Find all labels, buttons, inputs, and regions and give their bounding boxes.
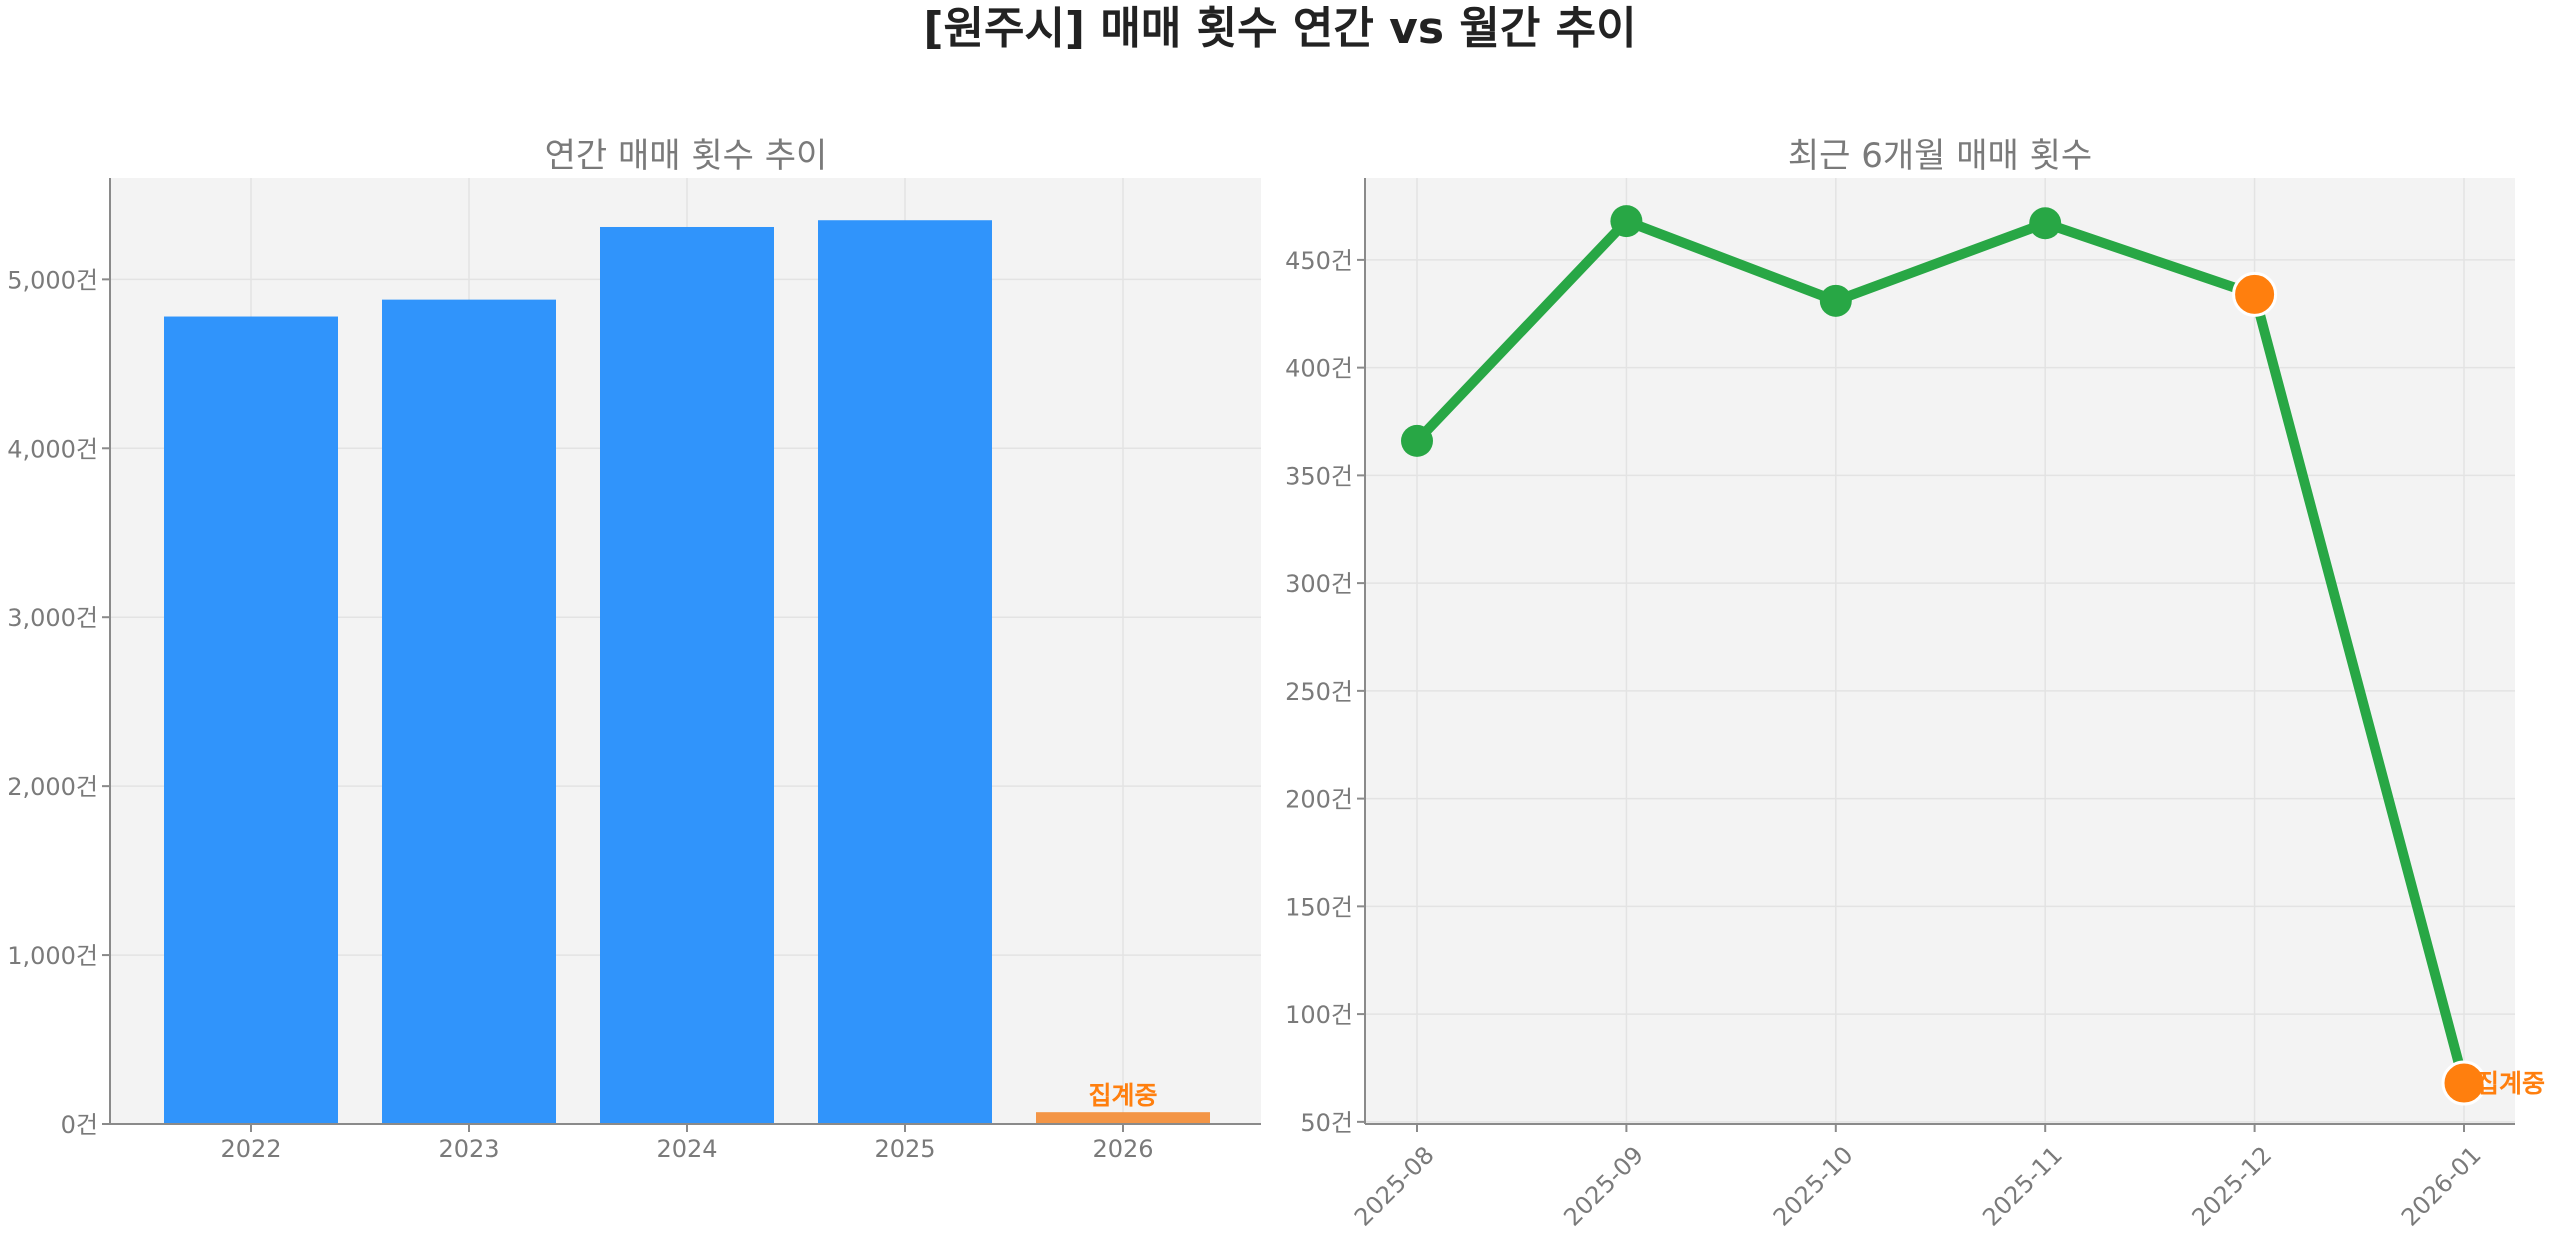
annual-x-tick-label: 2026 — [1092, 1135, 1153, 1163]
annual-bars — [164, 220, 1210, 1125]
figure-title: [원주시] 매매 횟수 연간 vs 월간 추이 — [923, 3, 1636, 54]
monthly-y-tick-label: 400건 — [1285, 355, 1353, 383]
annual-y-ticks: 0건 1,000건 2,000건 3,000건 4,000건 5,000건 — [7, 266, 110, 1139]
annual-y-tick-label: 5,000건 — [7, 266, 98, 294]
monthly-y-tick-label: 50건 — [1300, 1109, 1353, 1137]
monthly-y-tick-label: 100건 — [1285, 1001, 1353, 1029]
annual-bar-2025 — [818, 220, 992, 1124]
annual-y-tick-label: 2,000건 — [7, 773, 98, 801]
annual-y-tick-label: 0건 — [61, 1111, 98, 1139]
annual-bar-2023 — [382, 299, 556, 1125]
monthly-series-line — [1412, 216, 2469, 1089]
monthly-x-tick-label: 2025-12 — [2187, 1141, 2278, 1232]
annual-bar-2022 — [164, 316, 338, 1124]
annual-x-tick-label: 2024 — [656, 1135, 717, 1163]
monthly-y-ticks: 50건 100건 150건 200건 250건 300건 350건 400건 450건 — [1285, 247, 1365, 1137]
monthly-x-tick-label: 2025-11 — [1977, 1141, 2068, 1232]
monthly-in-progress-label: 집계중 — [2476, 1069, 2545, 1098]
monthly-gridlines — [1365, 178, 2515, 1124]
annual-x-tick-label: 2025 — [874, 1135, 935, 1163]
annual-bar-2026 — [1036, 1112, 1210, 1124]
monthly-point-2025-12 — [2232, 271, 2278, 317]
monthly-x-ticks: 2025-08 2025-09 2025-10 2025-11 2025-12 2026-… — [1349, 1124, 2487, 1232]
monthly-y-tick-label: 150건 — [1285, 893, 1353, 921]
annual-bar-2024 — [600, 226, 774, 1125]
annual-y-tick-label: 1,000건 — [7, 942, 98, 970]
annual-y-tick-label: 3,000건 — [7, 604, 98, 632]
monthly-y-tick-label: 250건 — [1285, 678, 1353, 706]
monthly-series — [1401, 205, 2487, 1106]
monthly-point-2025-09 — [1610, 205, 1643, 238]
annual-x-tick-label: 2023 — [438, 1135, 499, 1163]
annual-x-tick-label: 2022 — [220, 1135, 281, 1163]
monthly-chart-title: 최근 6개월 매매 횟수 — [1788, 136, 2092, 176]
monthly-point-2025-11 — [2029, 207, 2062, 240]
annual-x-ticks: 2022 2023 2024 2025 2026 — [220, 1124, 1154, 1163]
monthly-y-tick-label: 450건 — [1285, 247, 1353, 275]
monthly-plot-area — [1365, 178, 2515, 1124]
annual-chart-title: 연간 매매 횟수 추이 — [545, 136, 828, 176]
monthly-y-tick-label: 300건 — [1285, 570, 1353, 598]
monthly-y-tick-label: 200건 — [1285, 786, 1353, 814]
annual-in-progress-label: 집계중 — [1088, 1081, 1157, 1110]
monthly-x-tick-label: 2025-10 — [1768, 1141, 1859, 1232]
monthly-x-tick-label: 2025-08 — [1349, 1141, 1440, 1232]
monthly-point-2025-08 — [1401, 424, 1433, 457]
monthly-line-chart: 50건 100건 150건 200건 250건 300건 350건 400건 450건 2025… — [1285, 136, 2545, 1232]
monthly-point-2025-10 — [1819, 284, 1852, 317]
monthly-point-2026-01 — [2441, 1060, 2487, 1106]
annual-y-tick-label: 4,000건 — [7, 435, 98, 463]
monthly-x-tick-label: 2026-01 — [2396, 1141, 2487, 1232]
monthly-x-tick-label: 2025-09 — [1558, 1141, 1649, 1232]
monthly-y-tick-label: 350건 — [1285, 462, 1353, 490]
